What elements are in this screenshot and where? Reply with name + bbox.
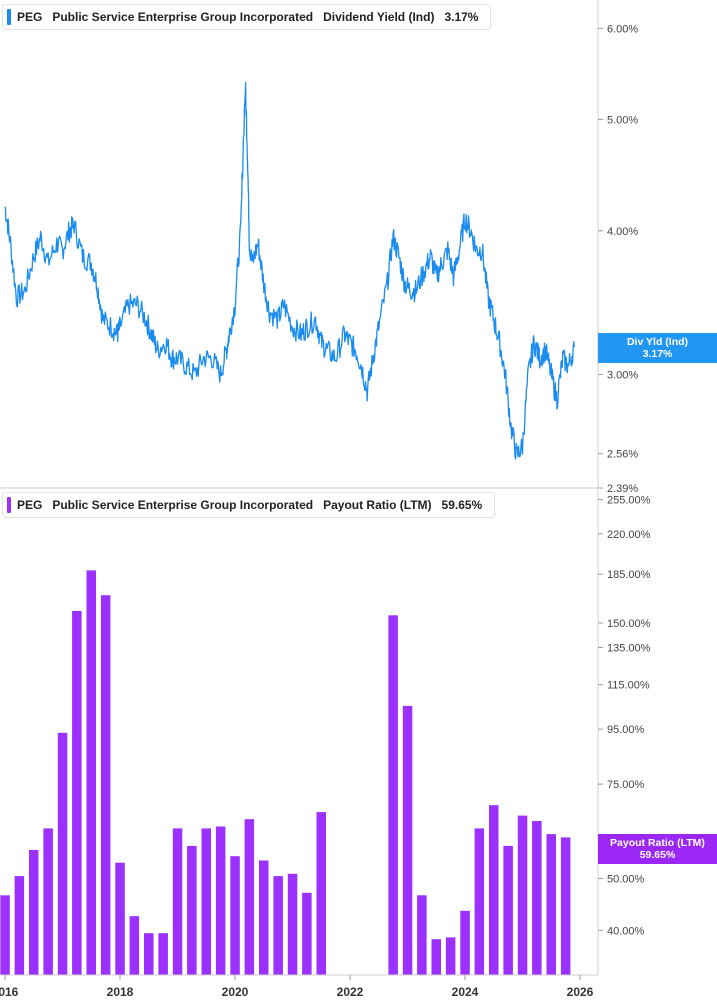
- payout-bar: [187, 845, 197, 975]
- payout-ratio-bars: [0, 570, 571, 975]
- bottom-y-tick-label: 95.00%: [607, 724, 645, 736]
- bottom-y-tick-label: 135.00%: [607, 642, 651, 654]
- payout-bar: [100, 595, 111, 975]
- payout-bar: [316, 812, 326, 975]
- payout-bar: [14, 876, 25, 975]
- payout-bar: [402, 705, 413, 975]
- payout-bar: [244, 819, 255, 975]
- x-tick-label: 2022: [337, 985, 364, 999]
- yield-tag-label: Div Yld (Ind): [626, 336, 689, 348]
- payout-bar: [560, 837, 571, 975]
- payout-bar: [517, 815, 528, 975]
- payout-bar: [445, 937, 456, 975]
- payout-bar: [287, 873, 298, 975]
- bottom-y-tick-labels: 255.00% 220.00% 185.00% 150.00% 135.00% 115.0…: [598, 495, 651, 937]
- payout-bar: [259, 860, 269, 975]
- top-y-tick-label: 4.00%: [607, 226, 638, 238]
- bottom-y-tick-label: 220.00%: [607, 529, 651, 541]
- bottom-legend-ticker: PEG: [17, 498, 43, 512]
- bottom-legend-value: 59.65%: [441, 498, 483, 512]
- payout-bar: [86, 570, 96, 975]
- top-y-tick-label: 3.00%: [607, 369, 638, 381]
- bottom-y-tick-label: 255.00%: [607, 495, 651, 507]
- payout-bar: [532, 821, 542, 975]
- payout-bar: [57, 732, 68, 975]
- bottom-y-tick-label: 75.00%: [607, 779, 645, 791]
- payout-legend-swatch: [7, 497, 11, 513]
- bottom-legend: PEG Public Service Enterprise Group Inco…: [2, 492, 496, 518]
- payout-bar: [129, 916, 140, 975]
- top-panel: 6.00% 5.00% 4.00% 3.00% 2.56% 2.39%: [4, 0, 638, 495]
- payout-bar: [388, 615, 398, 975]
- dividend-yield-value-tag: Div Yld (Ind) 3.17%: [598, 333, 717, 363]
- payout-bar: [489, 805, 499, 975]
- bottom-y-tick-label: 185.00%: [607, 569, 651, 581]
- bottom-legend-metric: Payout Ratio (LTM): [323, 498, 432, 512]
- x-axis-tick-labels: 2016 2018 2020 2022 2024 2026: [0, 975, 594, 999]
- payout-bar: [158, 933, 168, 975]
- payout-tag-label: Payout Ratio (LTM): [610, 837, 705, 849]
- bottom-panel: 255.00% 220.00% 185.00% 150.00% 135.00% 115.0…: [0, 488, 651, 975]
- top-y-tick-label: 2.56%: [607, 449, 638, 461]
- payout-bar: [460, 910, 470, 975]
- bottom-y-tick-label: 150.00%: [607, 618, 651, 630]
- payout-bar: [546, 834, 556, 975]
- x-tick-label: 2026: [567, 985, 594, 999]
- top-y-tick-label: 2.39%: [607, 483, 638, 495]
- payout-bar: [115, 862, 125, 975]
- payout-ratio-value-tag: Payout Ratio (LTM) 59.65%: [598, 834, 717, 864]
- payout-bar: [431, 939, 441, 975]
- payout-bar: [302, 892, 312, 975]
- bottom-y-tick-label: 115.00%: [607, 680, 650, 692]
- payout-bar: [503, 845, 513, 975]
- top-y-tick-label: 5.00%: [607, 114, 638, 126]
- payout-bar: [215, 826, 226, 975]
- payout-bar: [43, 828, 53, 975]
- payout-bar: [29, 850, 39, 975]
- top-legend-metric: Dividend Yield (Ind): [323, 10, 435, 24]
- payout-bar: [172, 828, 183, 975]
- payout-bar: [72, 610, 82, 975]
- x-tick-label: 2020: [222, 985, 249, 999]
- top-y-tick-labels: 6.00% 5.00% 4.00% 3.00% 2.56% 2.39%: [598, 23, 638, 495]
- top-legend-company: Public Service Enterprise Group Incorpor…: [52, 10, 314, 24]
- dividend-yield-line: [4, 81, 575, 460]
- payout-bar: [144, 933, 154, 975]
- x-tick-label: 2018: [107, 985, 134, 999]
- top-y-tick-label: 6.00%: [607, 23, 638, 35]
- payout-bar: [230, 856, 240, 975]
- bottom-y-tick-label: 40.00%: [607, 925, 645, 937]
- bottom-legend-company: Public Service Enterprise Group Incorpor…: [52, 498, 314, 512]
- yield-tag-value: 3.17%: [642, 348, 673, 360]
- payout-bar: [0, 895, 10, 975]
- payout-bar: [273, 876, 283, 975]
- payout-tag-value: 59.65%: [639, 849, 676, 861]
- x-tick-label: 2024: [452, 985, 479, 999]
- payout-bar: [417, 895, 427, 975]
- top-legend-value: 3.17%: [444, 10, 479, 24]
- payout-bar: [474, 828, 485, 975]
- payout-bar: [201, 828, 211, 975]
- x-tick-label: 2016: [0, 985, 19, 999]
- bottom-y-tick-label: 50.00%: [607, 873, 645, 885]
- top-legend: PEG Public Service Enterprise Group Inco…: [2, 4, 492, 30]
- top-legend-ticker: PEG: [17, 10, 43, 24]
- yield-legend-swatch: [7, 9, 11, 25]
